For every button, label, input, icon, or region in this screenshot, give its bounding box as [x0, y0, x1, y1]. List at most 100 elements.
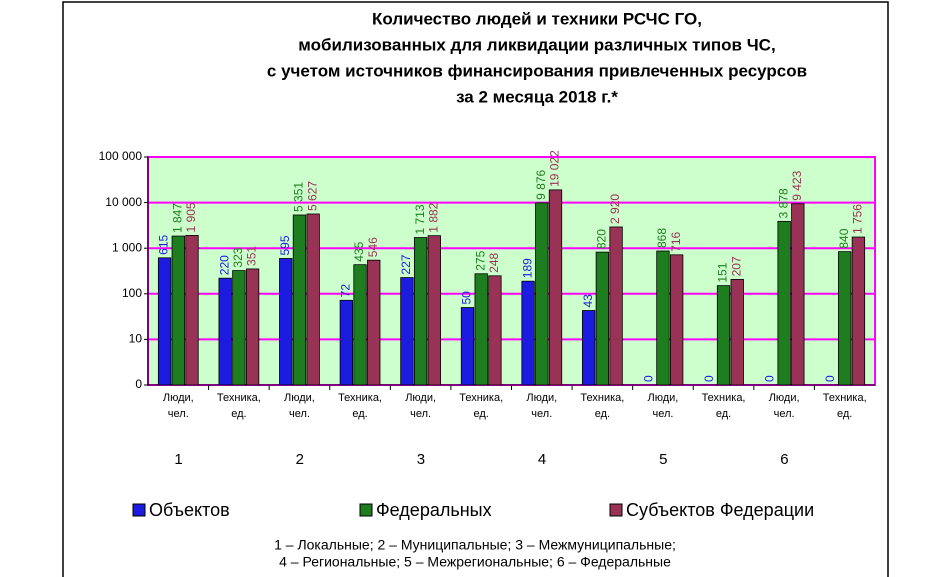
- bar: [548, 189, 563, 386]
- x-tick-label: Люди,: [405, 392, 436, 404]
- bar: [367, 259, 381, 386]
- data-label: 72: [339, 284, 353, 298]
- x-tick-label: ед.: [231, 408, 246, 420]
- bar: [582, 310, 596, 386]
- bar: [595, 251, 610, 386]
- data-label: 546: [366, 237, 380, 257]
- data-label: 227: [399, 254, 413, 274]
- data-label: 189: [520, 258, 534, 278]
- bar: [474, 273, 488, 386]
- data-label: 435: [352, 241, 366, 261]
- x-tick-label: ед.: [595, 408, 610, 420]
- data-label: 275: [473, 250, 487, 270]
- data-label: 1 756: [851, 204, 865, 234]
- bar: [353, 264, 367, 386]
- group-label: 6: [780, 451, 788, 468]
- bar: [791, 203, 805, 386]
- bar: [460, 307, 475, 386]
- bar: [427, 235, 441, 386]
- x-tick-label: чел.: [531, 408, 552, 420]
- bar: [339, 299, 353, 386]
- y-tick-label: 10: [129, 332, 143, 346]
- bar: [521, 280, 535, 386]
- data-label: 220: [217, 255, 231, 275]
- data-label: 0: [763, 375, 777, 382]
- x-tick-label: чел.: [168, 408, 189, 420]
- x-tick-label: чел.: [774, 408, 795, 420]
- x-tick-label: Техника,: [338, 392, 382, 404]
- data-label: 9 876: [534, 169, 548, 199]
- bar: [609, 226, 623, 386]
- group-label: 4: [538, 451, 546, 468]
- data-label: 43: [581, 294, 595, 308]
- data-label: 3 878: [776, 188, 790, 218]
- bar: [232, 270, 246, 386]
- bar: [279, 258, 293, 386]
- data-label: 0: [823, 375, 837, 382]
- data-label: 0: [702, 375, 716, 382]
- bar: [306, 213, 320, 386]
- x-tick-label: Люди,: [163, 392, 194, 404]
- bar: [218, 277, 232, 386]
- x-tick-label: ед.: [716, 408, 731, 420]
- bar: [777, 220, 791, 386]
- chart-title: мобилизованных для ликвидации различных …: [298, 35, 775, 54]
- x-tick-label: Техника,: [217, 392, 261, 404]
- footnote: 1 – Локальные; 2 – Муниципальные; 3 – Ме…: [274, 537, 676, 553]
- bar: [157, 257, 172, 386]
- footnote: 4 – Региональные; 5 – Межрегиональные; 6…: [279, 554, 671, 570]
- data-label: 323: [231, 247, 245, 267]
- chart-title: Количество людей и техники РСЧС ГО,: [372, 9, 702, 28]
- bar: [670, 254, 684, 386]
- bar: [838, 251, 852, 386]
- y-tick-label: 0: [135, 377, 142, 391]
- bar: [185, 235, 199, 386]
- legend-swatch: [609, 503, 623, 517]
- data-label: 1 847: [170, 203, 184, 233]
- legend-label: Федеральных: [376, 500, 492, 520]
- data-label: 19 022: [548, 150, 562, 187]
- x-tick-label: Люди,: [526, 392, 557, 404]
- bar: [656, 250, 670, 386]
- data-label: 615: [157, 234, 171, 254]
- data-label: 595: [278, 235, 292, 255]
- group-label: 5: [659, 451, 667, 468]
- plot-area: [147, 156, 876, 386]
- bar: [730, 278, 744, 386]
- data-label: 716: [669, 231, 683, 251]
- x-tick-label: чел.: [410, 408, 431, 420]
- x-tick-label: Техника,: [459, 392, 503, 404]
- data-label: 1 713: [413, 204, 427, 234]
- y-tick-label: 1 000: [112, 240, 142, 254]
- data-label: 9 423: [790, 170, 804, 200]
- x-tick-label: чел.: [289, 408, 310, 420]
- x-tick-label: ед.: [474, 408, 489, 420]
- x-tick-label: Техника,: [702, 392, 746, 404]
- data-label: 820: [595, 229, 609, 249]
- data-label: 151: [716, 262, 730, 282]
- group-label: 2: [296, 451, 304, 468]
- data-label: 0: [641, 375, 655, 382]
- data-label: 5 351: [292, 182, 306, 212]
- y-tick-label: 100: [122, 286, 142, 300]
- bar: [171, 235, 185, 386]
- x-tick-label: Техника,: [823, 392, 867, 404]
- data-label: 2 920: [608, 194, 622, 224]
- bar: [245, 268, 260, 386]
- group-label: 3: [417, 451, 425, 468]
- y-tick-label: 10 000: [105, 195, 142, 209]
- group-label: 1: [174, 451, 182, 468]
- bar: [535, 202, 549, 386]
- chart-title: с учетом источников финансирования привл…: [267, 61, 807, 80]
- x-tick-label: ед.: [352, 408, 367, 420]
- data-label: 1 905: [184, 202, 198, 232]
- data-label: 840: [837, 228, 851, 248]
- data-label: 248: [487, 252, 501, 272]
- bar: [413, 237, 428, 386]
- legend-swatch: [132, 503, 146, 517]
- x-tick-label: чел.: [652, 408, 673, 420]
- x-tick-label: Техника,: [580, 392, 624, 404]
- data-label: 207: [729, 256, 743, 276]
- x-tick-label: Люди,: [648, 392, 679, 404]
